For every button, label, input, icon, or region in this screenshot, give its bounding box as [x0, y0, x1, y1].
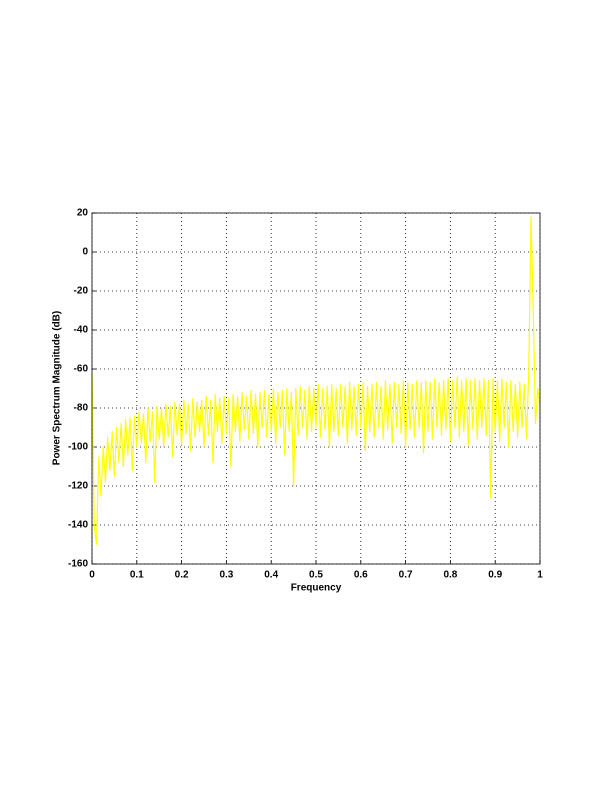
- y-tick-label: -80: [74, 403, 89, 414]
- x-tick-label: 0.5: [309, 570, 323, 581]
- x-tick-label: 0.8: [443, 570, 457, 581]
- x-tick-label: 0.2: [175, 570, 189, 581]
- x-tick-label: 0.4: [264, 570, 278, 581]
- x-axis-label: Frequency: [291, 583, 342, 594]
- y-tick-label: -40: [74, 325, 89, 336]
- y-tick-label: 20: [77, 208, 89, 219]
- y-tick-label: -140: [68, 520, 88, 531]
- y-tick-label: -60: [74, 364, 89, 375]
- y-tick-label: -100: [68, 442, 88, 453]
- y-tick-label: -120: [68, 481, 88, 492]
- x-tick-label: 1: [537, 570, 543, 581]
- x-tick-label: 0.9: [488, 570, 502, 581]
- y-tick-label: 0: [82, 247, 88, 258]
- x-tick-label: 0: [89, 570, 95, 581]
- y-axis-label: Power Spectrum Magnitude (dB): [52, 311, 63, 465]
- x-tick-label: 0.7: [399, 570, 413, 581]
- x-tick-label: 0.1: [130, 570, 144, 581]
- y-tick-label: -20: [74, 286, 89, 297]
- y-tick-label: -160: [68, 559, 88, 570]
- x-tick-label: 0.3: [219, 570, 233, 581]
- x-tick-label: 0.6: [354, 570, 368, 581]
- spectrum-line: [91, 216, 541, 546]
- plot-frame: [91, 212, 541, 565]
